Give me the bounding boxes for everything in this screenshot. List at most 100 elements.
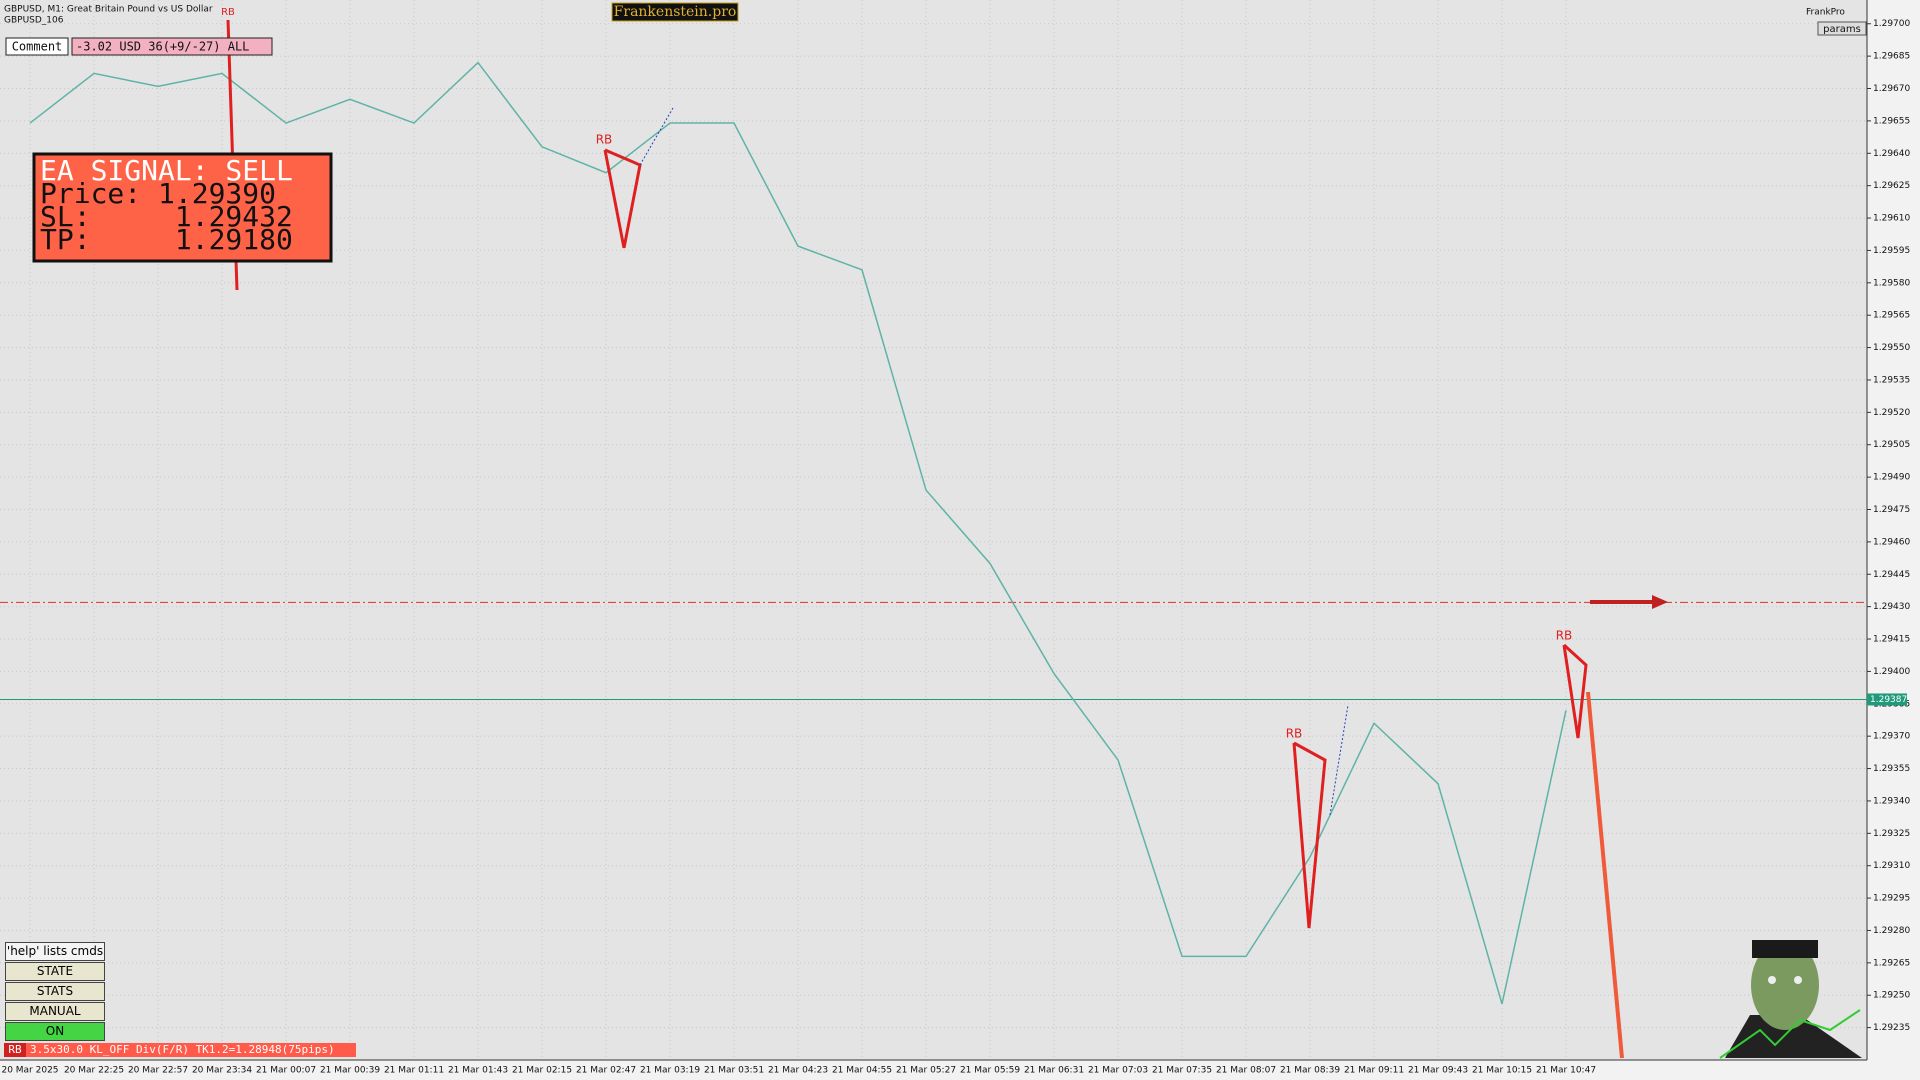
rb-label: RB	[1556, 629, 1573, 643]
signal-line: SL: 1.29432	[40, 200, 293, 233]
comment-box	[5, 37, 69, 56]
x-tick-label: 21 Mar 04:55	[832, 1066, 892, 1076]
y-tick-label: 1.29640	[1873, 149, 1910, 159]
avatar	[1719, 940, 1862, 1059]
x-tick-label: 21 Mar 09:11	[1344, 1066, 1404, 1076]
stats-button[interactable]: STATS	[5, 982, 105, 1001]
x-tick-label: 21 Mar 10:15	[1472, 1066, 1532, 1076]
price-series	[29, 61, 1567, 1005]
signal-title: EA SIGNAL: SELL	[40, 154, 293, 187]
y-tick-label: 1.29370	[1873, 732, 1910, 742]
x-tick-label: 21 Mar 05:27	[896, 1066, 956, 1076]
x-tick-label: 21 Mar 03:19	[640, 1066, 700, 1076]
y-tick-label: 1.29460	[1873, 537, 1910, 547]
y-tick-label: 1.29310	[1873, 861, 1910, 871]
pattern	[603, 149, 626, 249]
y-tick-label: 1.29700	[1873, 19, 1910, 29]
comment-value-box	[71, 37, 273, 56]
x-tick-label: 20 Mar 2025	[1, 1066, 58, 1076]
rb-label: RB	[1286, 727, 1303, 741]
y-tick-label: 1.29625	[1873, 181, 1910, 191]
manual-button[interactable]: MANUAL	[5, 1002, 105, 1021]
y-tick-label: 1.29655	[1873, 116, 1910, 126]
rb-label: RB	[596, 133, 613, 147]
y-tick-label: 1.29595	[1873, 246, 1910, 256]
help-button[interactable]: 'help' lists cmds	[5, 942, 105, 961]
rb-label: RB	[221, 7, 235, 18]
x-tick-label: 21 Mar 09:43	[1408, 1066, 1468, 1076]
signal-box	[32, 152, 333, 263]
brand: Frankenstein.pro	[614, 4, 737, 20]
y-tick-label: 1.29475	[1873, 505, 1910, 515]
avatar-line	[1719, 1009, 1861, 1059]
y-tick-label: 1.29490	[1873, 473, 1910, 483]
y-tick-label: 1.29430	[1873, 602, 1910, 612]
state-button[interactable]: STATE	[5, 962, 105, 981]
y-tick-label: 1.29580	[1873, 278, 1910, 288]
y-tick-label: 1.29400	[1873, 667, 1910, 677]
link	[1329, 704, 1349, 816]
x-tick-label: 21 Mar 06:31	[1024, 1066, 1084, 1076]
y-tick-label: 1.29325	[1873, 829, 1910, 839]
x-tick-label: 21 Mar 08:07	[1216, 1066, 1276, 1076]
y-tick-label: 1.29355	[1873, 764, 1910, 774]
y-tick-label: 1.29565	[1873, 311, 1910, 321]
x-tick-label: 21 Mar 03:51	[704, 1066, 764, 1076]
status-text: 3.5x30.0 KL_OFF Div(F/R) TK1.2=1.28948(7…	[30, 1043, 335, 1056]
status-tag-bg	[4, 1043, 26, 1057]
user: FrankPro	[1806, 8, 1845, 18]
arrow-head	[1652, 595, 1668, 609]
x-tick-label: 21 Mar 02:47	[576, 1066, 636, 1076]
y-tick-label: 1.29520	[1873, 408, 1910, 418]
y-tick-label: 1.29445	[1873, 570, 1910, 580]
price-label: 1.29387	[1870, 695, 1907, 705]
status-tag: RB	[8, 1043, 22, 1056]
y-tick-label: 1.29280	[1873, 926, 1910, 936]
y-tick-label: 1.29550	[1873, 343, 1910, 353]
y-tick-label: 1.29235	[1873, 1023, 1910, 1033]
avatar-hair	[1752, 940, 1818, 958]
x-tick-label: 21 Mar 01:11	[384, 1066, 444, 1076]
signal-line: TP: 1.29180	[40, 223, 293, 256]
x-tick-label: 20 Mar 22:25	[64, 1066, 124, 1076]
params-label[interactable]: params	[1823, 24, 1861, 35]
x-tick-label: 21 Mar 02:15	[512, 1066, 572, 1076]
y-tick-label: 1.29505	[1873, 440, 1910, 450]
x-tick-label: 20 Mar 22:57	[128, 1066, 188, 1076]
account: GBPUSD_106	[4, 16, 64, 26]
avatar-eye	[1794, 976, 1802, 984]
y-tick-label: 1.29415	[1873, 635, 1910, 645]
brand-box	[611, 2, 739, 22]
x-tick-label: 21 Mar 07:35	[1152, 1066, 1212, 1076]
y-tick-label: 1.29670	[1873, 84, 1910, 94]
price-axis-bg	[1867, 0, 1920, 1080]
price-label-bg	[1867, 693, 1907, 706]
on-button[interactable]: ON	[5, 1022, 105, 1041]
avatar-body	[1725, 1015, 1862, 1058]
x-tick-label: 21 Mar 05:59	[960, 1066, 1020, 1076]
comment-value: -3.02 USD 36(+9/-27) ALL	[76, 40, 249, 54]
y-tick-label: 1.29610	[1873, 214, 1910, 224]
time-axis-bg	[0, 1060, 1920, 1080]
x-tick-label: 21 Mar 00:07	[256, 1066, 316, 1076]
y-tick-label: 1.29265	[1873, 958, 1910, 968]
params-button[interactable]	[1817, 21, 1867, 36]
x-tick-label: 21 Mar 01:43	[448, 1066, 508, 1076]
pattern	[1292, 741, 1327, 929]
y-tick-label: 1.29295	[1873, 894, 1910, 904]
comment-label: Comment	[12, 40, 63, 54]
x-tick-label: 21 Mar 00:39	[320, 1066, 380, 1076]
y-tick-label: 1.29535	[1873, 375, 1910, 385]
link	[639, 107, 674, 166]
y-tick-label: 1.29250	[1873, 991, 1910, 1001]
signal-line: Price: 1.29390	[40, 177, 276, 210]
x-tick-label: 21 Mar 10:47	[1536, 1066, 1596, 1076]
y-tick-label: 1.29340	[1873, 796, 1910, 806]
x-tick-label: 21 Mar 08:39	[1280, 1066, 1340, 1076]
symbol: GBPUSD, M1: Great Britain Pound vs US Do…	[4, 5, 213, 15]
x-tick-label: 21 Mar 07:03	[1088, 1066, 1148, 1076]
x-tick-label: 20 Mar 23:34	[192, 1066, 252, 1076]
avatar-eye	[1768, 976, 1776, 984]
